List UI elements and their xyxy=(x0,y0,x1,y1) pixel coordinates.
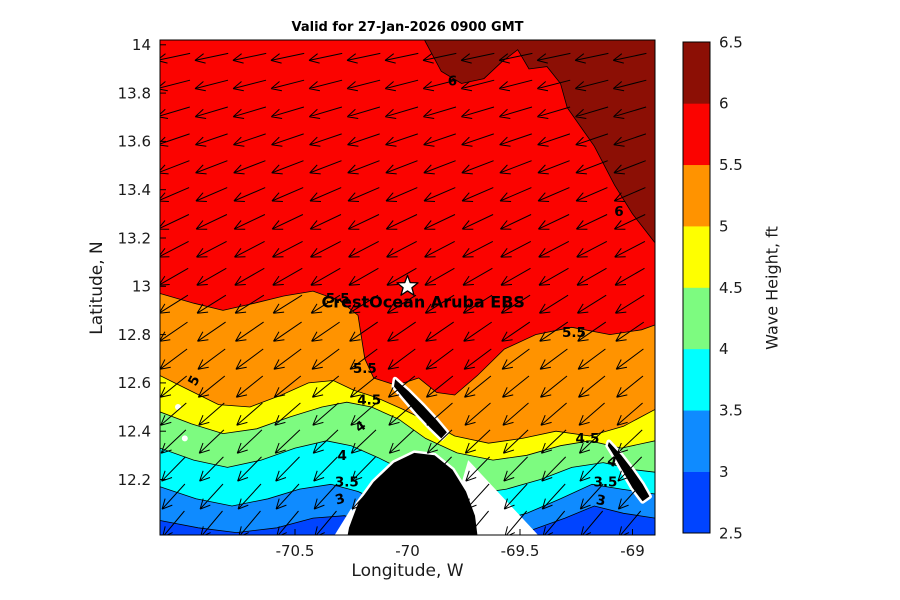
y-tick-label: 13.6 xyxy=(118,133,151,151)
colorbar-band xyxy=(683,164,710,227)
colorbar-band xyxy=(683,42,710,104)
contour-label-3.5: 3.5 xyxy=(594,475,618,491)
colorbar-band xyxy=(683,226,710,288)
contour-band-2.5-3 xyxy=(160,505,655,535)
station-label: CrestOcean Aruba EBS xyxy=(321,293,524,312)
y-tick-label: 14 xyxy=(132,36,151,54)
contour-label-3.5: 3.5 xyxy=(335,475,359,491)
colorbar-tick-label: 4.5 xyxy=(719,279,743,297)
colorbar-tick-label: 4 xyxy=(719,340,729,358)
y-axis-label: Latitude, N xyxy=(87,241,107,335)
colorbar-band xyxy=(683,471,710,534)
contour-label-3: 3 xyxy=(595,492,607,509)
contour-label-4.5: 4.5 xyxy=(357,393,381,409)
y-tick-label: 13.8 xyxy=(118,84,151,102)
colorbar-frame xyxy=(682,41,711,534)
x-tick-label: -69 xyxy=(620,542,645,560)
y-tick-label: 12.2 xyxy=(118,471,151,489)
contour-label-4.5: 4.5 xyxy=(576,431,600,447)
contour-label-5.5: 5.5 xyxy=(562,325,586,341)
contour-label-4: 4 xyxy=(337,448,346,464)
contour-label-3: 3 xyxy=(334,491,347,509)
x-tick-label: -70 xyxy=(395,542,420,560)
colorbar-band xyxy=(683,103,710,166)
colorbar-tick-label: 2.5 xyxy=(719,524,743,542)
contour-label-4: 4 xyxy=(605,453,618,471)
colorbar-tick-label: 6 xyxy=(719,95,729,113)
colorbar-tick-label: 5 xyxy=(719,217,729,235)
colorbar-label: Wave Height, ft xyxy=(762,226,782,350)
y-tick-label: 12.4 xyxy=(118,422,151,440)
y-tick-label: 13.4 xyxy=(118,181,151,199)
chart-title: Valid for 27-Jan-2026 0900 GMT xyxy=(291,20,524,35)
no-data-speck xyxy=(181,435,188,442)
wave-direction-arrows xyxy=(160,52,647,535)
colorbar-band xyxy=(683,410,710,472)
station-marker-star xyxy=(396,274,419,296)
x-tick-label: -69.5 xyxy=(501,542,540,560)
x-axis-label: Longitude, W xyxy=(351,561,464,581)
colorbar-tick-label: 5.5 xyxy=(719,156,743,174)
x-tick-label: -70.5 xyxy=(276,542,315,560)
contour-label-5.5: 5.5 xyxy=(353,361,377,377)
no-data-speck xyxy=(175,404,181,410)
contour-label-6: 6 xyxy=(448,74,457,90)
contour-label-6: 6 xyxy=(614,204,623,220)
colorbar-band xyxy=(683,287,710,350)
y-tick-label: 13.2 xyxy=(118,229,151,247)
contour-band-6-6.5 xyxy=(424,40,655,244)
colorbar-band xyxy=(683,348,710,411)
y-tick-label: 12.8 xyxy=(118,326,151,344)
y-tick-label: 13 xyxy=(132,278,151,296)
colorbar-tick-label: 6.5 xyxy=(719,33,743,51)
contour-label-5.5: 5.5 xyxy=(326,291,350,307)
colorbar-tick-label: 3 xyxy=(719,463,729,481)
y-tick-label: 12.6 xyxy=(118,374,151,392)
colorbar-tick-label: 3.5 xyxy=(719,402,743,420)
